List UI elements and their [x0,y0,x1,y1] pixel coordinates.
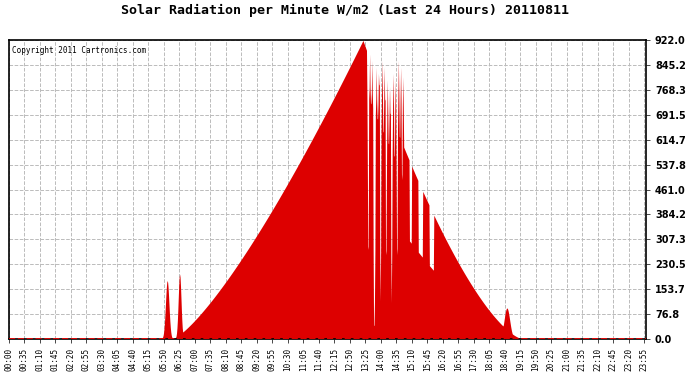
Text: Solar Radiation per Minute W/m2 (Last 24 Hours) 20110811: Solar Radiation per Minute W/m2 (Last 24… [121,4,569,17]
Text: Copyright 2011 Cartronics.com: Copyright 2011 Cartronics.com [12,46,146,56]
